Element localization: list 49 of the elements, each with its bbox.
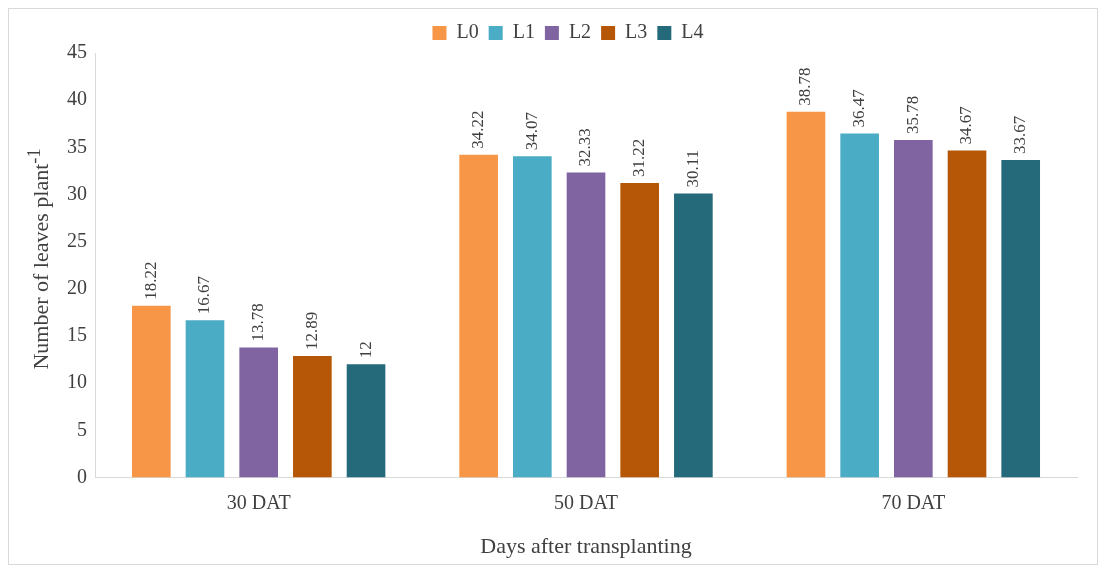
bar	[346, 364, 386, 478]
data-label: 13.78	[248, 303, 268, 342]
bar	[459, 154, 498, 478]
bar	[293, 355, 332, 478]
bar	[947, 150, 987, 478]
legend-label: L3	[625, 20, 648, 43]
y-tick-label: 5	[77, 417, 87, 440]
data-label: 34.67	[956, 105, 976, 145]
bar	[786, 111, 826, 478]
x-axis-title: Days after transplanting	[480, 532, 692, 558]
bar	[512, 156, 552, 478]
data-label: 12.89	[301, 311, 321, 350]
bar	[185, 320, 225, 478]
x-tick-label: 70 DAT	[881, 490, 946, 513]
data-label: 32.33	[575, 128, 595, 167]
data-label: 34.07	[521, 111, 541, 151]
bar	[1001, 159, 1041, 478]
data-label: 38.78	[795, 67, 815, 106]
y-tick-label: 30	[67, 181, 87, 204]
bar	[894, 140, 933, 478]
legend-label: L0	[456, 20, 479, 43]
legend-label: L1	[512, 20, 535, 43]
x-tick-label: 30 DAT	[226, 490, 291, 513]
data-label: 31.22	[629, 138, 649, 178]
y-tick-label: 25	[67, 228, 87, 251]
data-label: 12	[355, 341, 375, 359]
y-tick-label: 20	[67, 276, 87, 299]
data-label: 30.11	[682, 149, 702, 188]
y-tick-label: 0	[77, 464, 87, 487]
bar	[674, 193, 713, 478]
legend-label: L4	[681, 20, 704, 43]
y-tick-label: 45	[67, 40, 87, 63]
bar	[840, 133, 879, 478]
data-label: 35.78	[902, 95, 922, 134]
y-tick-label: 40	[67, 87, 87, 110]
data-label: 16.67	[194, 275, 214, 315]
data-label: 34.22	[468, 110, 488, 149]
y-tick-label: 15	[67, 323, 87, 346]
legend-label: L2	[568, 20, 592, 43]
y-tick-label: 35	[67, 134, 87, 157]
data-label: 36.47	[849, 88, 869, 128]
data-label: 18.22	[140, 261, 160, 300]
x-tick-label: 50 DAT	[554, 490, 618, 513]
bar	[131, 305, 171, 478]
y-tick-label: 10	[67, 370, 87, 393]
data-label: 33.67	[1010, 115, 1030, 154]
bar	[566, 172, 606, 478]
bar	[620, 183, 660, 478]
bar	[239, 347, 278, 478]
